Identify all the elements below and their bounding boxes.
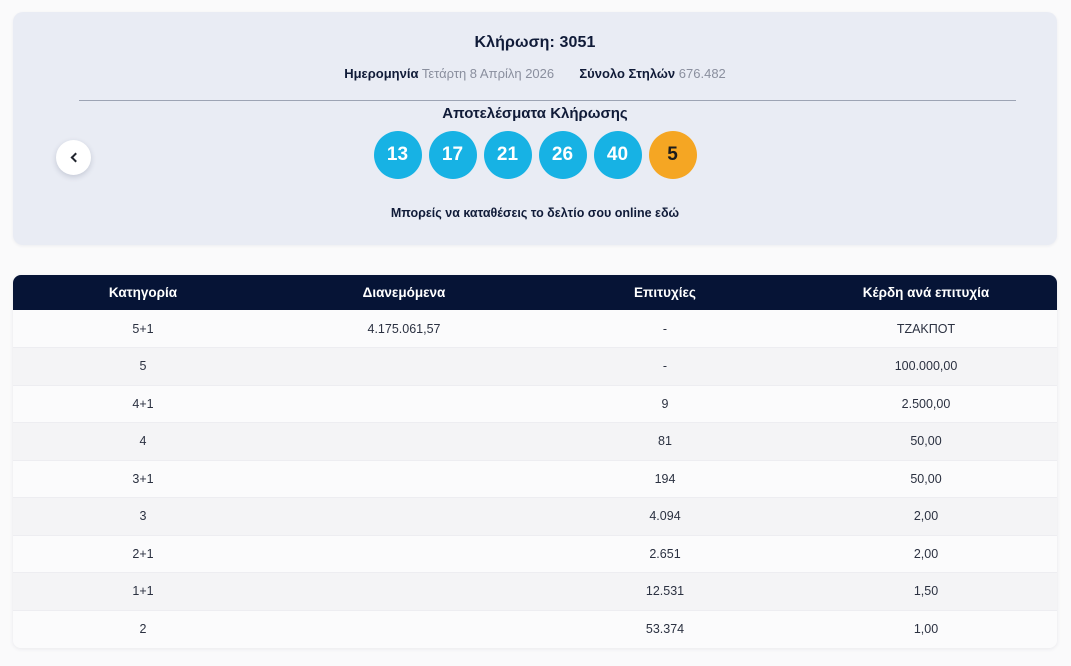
table-row: 4+1 9 2.500,00	[13, 385, 1057, 423]
cell-prize: 1,50	[795, 572, 1057, 611]
cell-winners: 194	[535, 460, 795, 498]
cell-distributed	[273, 572, 535, 611]
table-row: 2 53.374 1,00	[13, 610, 1057, 648]
cell-distributed: 4.175.061,57	[273, 310, 535, 348]
number-ball: 13	[373, 131, 422, 179]
table-body: 5+1 4.175.061,57- ΤΖΑΚΠΟΤ 5-100.000,00 4+1 9 2…	[13, 310, 1057, 648]
previous-draw-button[interactable]	[56, 140, 91, 175]
section-divider	[79, 100, 1016, 101]
cell-winners: 2.651	[535, 535, 795, 573]
results-title: Αποτελέσματα Κλήρωσης	[442, 105, 628, 122]
table-row: 2+1 2.651 2,00	[13, 535, 1057, 573]
online-deposit-link[interactable]: Μπορείς να καταθέσεις το δελτίο σου onli…	[390, 206, 680, 220]
cell-prize: 100.000,00	[795, 347, 1057, 386]
cell-winners: 53.374	[645, 622, 685, 636]
table-header: Κατηγορία Διανεμόμενα Επιτυχίες Κέρδη αν…	[13, 275, 1057, 310]
cell-winners: 81	[535, 422, 795, 461]
number-ball: 21	[483, 131, 532, 179]
header-distributed: Διανεμόμενα	[273, 275, 535, 310]
number-ball: 17	[428, 131, 477, 179]
cell-distributed	[273, 460, 535, 498]
total-columns-value: 676.482	[678, 66, 726, 81]
cell-distributed	[273, 347, 535, 386]
draw-meta: Ημερομηνία Τετάρτη 8 Απρίλη 2026 Σύνολο …	[13, 66, 1057, 81]
cell-category: 4	[13, 422, 273, 461]
cell-category: 2	[139, 622, 147, 636]
cell-category: 3	[13, 497, 273, 536]
cell-prize: 2.500,00	[795, 385, 1057, 423]
cell-category: 5	[13, 347, 273, 386]
cell-winners: 12.531	[535, 572, 795, 611]
cell-category: 2+1	[13, 535, 273, 573]
cell-prize: 2,00	[795, 497, 1057, 536]
draw-summary-panel: Κλήρωση: 3051 Ημερομηνία Τετάρτη 8 Απρίλ…	[13, 12, 1057, 245]
cell-prize: 1,00	[913, 622, 939, 636]
header-category: Κατηγορία	[13, 275, 273, 310]
cell-prize: 50,00	[795, 460, 1057, 498]
cell-distributed	[273, 497, 535, 536]
cell-prize: ΤΖΑΚΠΟΤ	[795, 310, 1057, 348]
cell-category: 1+1	[13, 572, 273, 611]
cell-distributed	[273, 535, 535, 573]
cell-category: 3+1	[13, 460, 273, 498]
table-row: 3 4.094 2,00	[13, 497, 1057, 536]
bonus-ball: 5	[648, 131, 697, 179]
header-prize: Κέρδη ανά επιτυχία	[795, 275, 1057, 310]
table-row: 5 -100.000,00	[13, 347, 1057, 386]
table-row: 4 81 50,00	[13, 422, 1057, 461]
cell-distributed	[273, 422, 535, 461]
cell-prize: 2,00	[795, 535, 1057, 573]
cell-prize: 50,00	[795, 422, 1057, 461]
header-winners: Επιτυχίες	[535, 275, 795, 310]
table-row: 5+1 4.175.061,57- ΤΖΑΚΠΟΤ	[13, 310, 1057, 348]
chevron-left-icon	[70, 152, 80, 163]
prize-breakdown-table: Κατηγορία Διανεμόμενα Επιτυχίες Κέρδη αν…	[13, 275, 1057, 648]
cell-winners: -	[535, 347, 795, 386]
cell-category: 5+1	[13, 310, 273, 348]
date-label: Ημερομηνία	[344, 66, 419, 81]
cell-winners: 9	[535, 385, 795, 423]
total-columns-label: Σύνολο Στηλών	[579, 66, 676, 81]
cell-distributed	[273, 610, 535, 648]
table-row: 3+1 194 50,00	[13, 460, 1057, 498]
cell-winners: -	[535, 310, 795, 348]
draw-title: Κλήρωση: 3051	[474, 34, 596, 51]
table-row: 1+1 12.531 1,50	[13, 572, 1057, 611]
number-ball: 40	[593, 131, 642, 179]
winning-numbers: 13 17 21 26 40 5	[13, 131, 1057, 179]
cell-winners: 4.094	[535, 497, 795, 536]
cell-distributed	[273, 385, 535, 423]
table-header-row: Κατηγορία Διανεμόμενα Επιτυχίες Κέρδη αν…	[13, 275, 1057, 310]
cell-category: 4+1	[13, 385, 273, 423]
number-ball: 26	[538, 131, 587, 179]
date-value: Τετάρτη 8 Απρίλη 2026	[421, 66, 555, 81]
